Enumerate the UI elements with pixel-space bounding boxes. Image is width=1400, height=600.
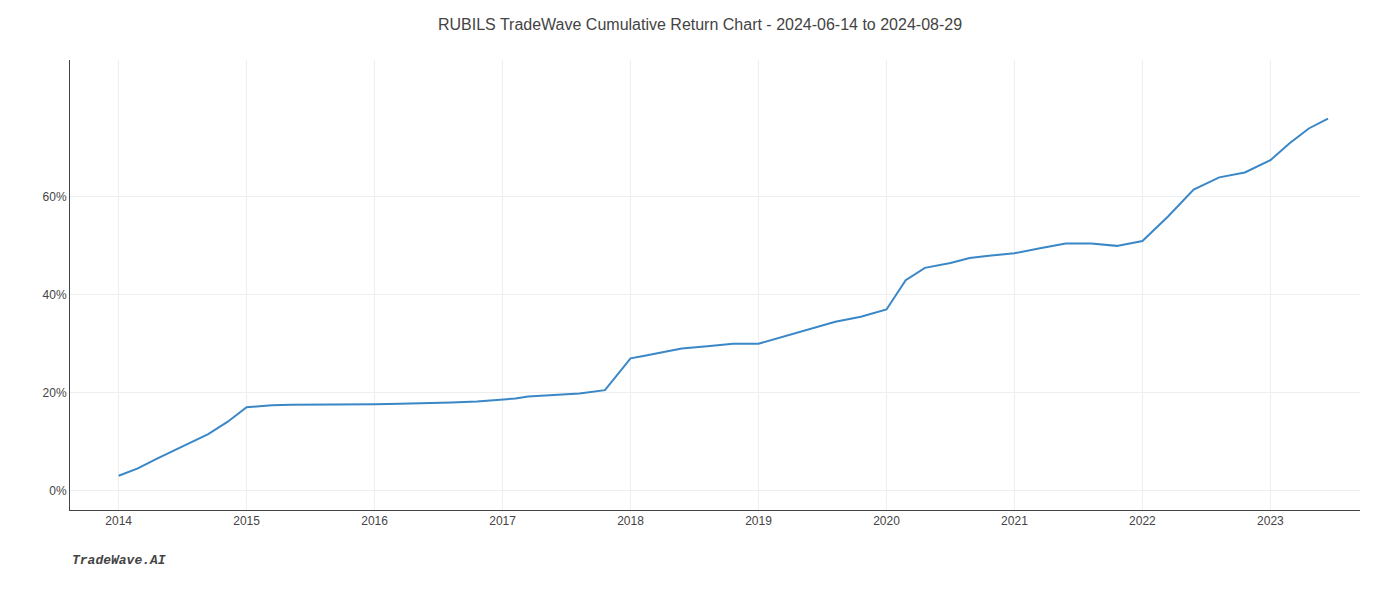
svg-text:2022: 2022 bbox=[1129, 514, 1156, 528]
svg-text:2020: 2020 bbox=[873, 514, 900, 528]
svg-text:20%: 20% bbox=[43, 386, 67, 400]
svg-text:2016: 2016 bbox=[361, 514, 388, 528]
svg-text:40%: 40% bbox=[43, 288, 67, 302]
svg-text:60%: 60% bbox=[43, 190, 67, 204]
svg-text:2019: 2019 bbox=[745, 514, 772, 528]
svg-text:RUBILS TradeWave Cumulative Re: RUBILS TradeWave Cumulative Return Chart… bbox=[438, 16, 962, 33]
svg-text:0%: 0% bbox=[49, 484, 67, 498]
svg-text:2023: 2023 bbox=[1257, 514, 1284, 528]
svg-text:TradeWave.AI: TradeWave.AI bbox=[72, 553, 166, 568]
svg-text:2017: 2017 bbox=[489, 514, 516, 528]
svg-text:2021: 2021 bbox=[1001, 514, 1028, 528]
svg-text:2018: 2018 bbox=[617, 514, 644, 528]
svg-text:2015: 2015 bbox=[233, 514, 260, 528]
svg-text:2014: 2014 bbox=[105, 514, 132, 528]
